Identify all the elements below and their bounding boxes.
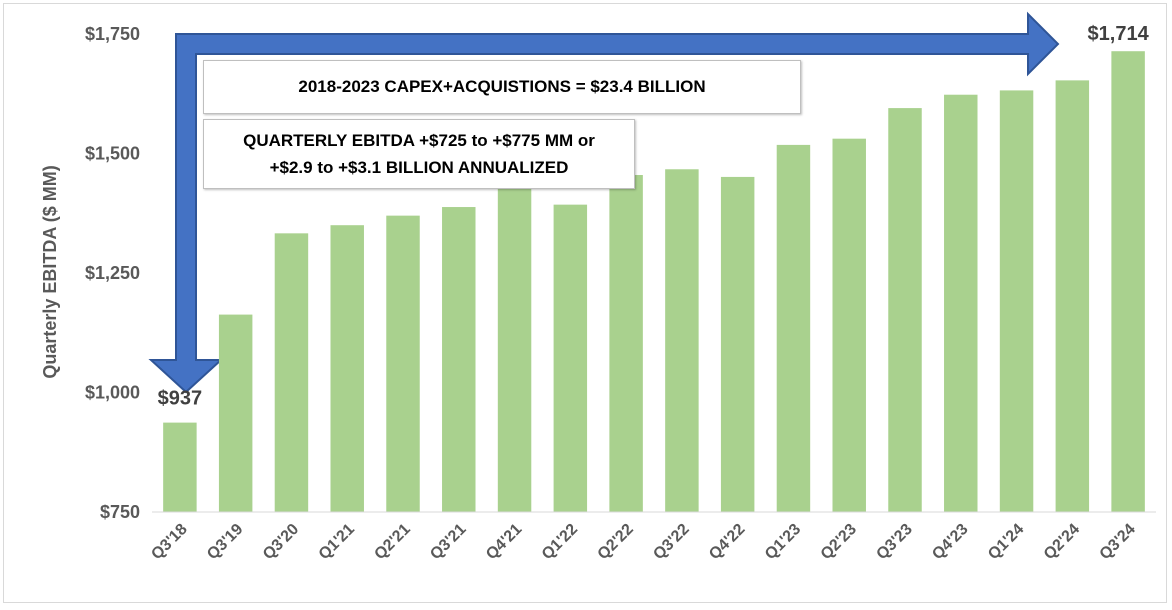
x-tick-label: Q1'24 (985, 521, 1027, 563)
bar-Q2'24 (1055, 80, 1090, 513)
ebitda-callout-line1: QUARTERLY EBITDA +$725 to +$775 MM or (243, 131, 595, 150)
bracket-arrow (148, 11, 1060, 394)
x-tick-label: Q4'21 (483, 521, 525, 563)
bar-Q1'24 (999, 90, 1034, 513)
x-tick-label: Q3'24 (1097, 521, 1139, 563)
x-tick-label: Q3'23 (873, 521, 915, 563)
y-tick-label: $1,500 (85, 144, 140, 164)
x-tick-label: Q3'18 (148, 521, 190, 563)
x-tick-label: Q1'23 (762, 521, 804, 563)
bars-layer (163, 51, 1145, 513)
bar-Q3'23 (888, 108, 922, 512)
x-axis-ticks: Q3'18 Q3'19 Q3'20 Q1'21 Q2'21 Q3'21 Q4'21 Q1'22… (148, 521, 1139, 563)
x-tick-label: Q2'24 (1041, 521, 1083, 563)
bar-Q2'21 (386, 215, 420, 512)
bar-Q3'20 (274, 233, 309, 512)
bar-Q4'21 (497, 183, 532, 512)
bar-Q1'21 (330, 225, 364, 512)
data-label: $1,714 (1088, 23, 1150, 45)
x-tick-label: Q1'22 (539, 521, 581, 563)
x-tick-label: Q4'22 (706, 521, 748, 563)
y-tick-label: $1,750 (85, 24, 140, 44)
capex-callout-text: 2018-2023 CAPEX+ACQUISTIONS = $23.4 BILL… (298, 77, 706, 96)
x-tick-label: Q3'19 (204, 521, 246, 563)
x-tick-label: Q4'23 (929, 521, 971, 563)
x-tick-label: Q3'20 (260, 521, 302, 563)
x-tick-label: Q2'22 (595, 521, 637, 563)
bar-Q2'22 (609, 175, 643, 512)
y-tick-label: $750 (100, 502, 140, 522)
x-tick-label: Q3'22 (650, 521, 692, 563)
bar-Q3'22 (665, 169, 699, 512)
bar-Q3'18 (163, 422, 197, 512)
x-tick-label: Q2'23 (818, 521, 860, 563)
bar-Q3'24 (1111, 51, 1145, 513)
bar-Q4'23 (944, 94, 978, 513)
arrow-layer (148, 11, 1060, 394)
y-axis-ticks: $750 $1,000 $1,250 $1,500 $1,750 (85, 24, 140, 522)
data-labels: $937 $1,714 (158, 23, 1150, 410)
x-tick-label: Q1'21 (316, 521, 358, 563)
bar-Q1'22 (553, 204, 588, 512)
bar-Q3'21 (442, 207, 476, 513)
bar-Q2'23 (832, 138, 866, 512)
ebitda-callout-line2: +$2.9 to +$3.1 BILLION ANNUALIZED (269, 158, 569, 177)
bar-Q4'22 (720, 176, 755, 513)
x-tick-label: Q3'21 (427, 521, 469, 563)
bar-Q1'23 (776, 144, 811, 512)
y-tick-label: $1,250 (85, 263, 140, 283)
ebitda-callout: QUARTERLY EBITDA +$725 to +$775 MM or +$… (203, 119, 635, 189)
capex-callout: 2018-2023 CAPEX+ACQUISTIONS = $23.4 BILL… (203, 60, 801, 114)
x-tick-label: Q2'21 (371, 521, 413, 563)
data-label: $937 (158, 388, 203, 410)
y-axis-title: Quarterly EBITDA ($ MM) (40, 165, 60, 378)
y-tick-label: $1,000 (85, 383, 140, 403)
bar-Q3'19 (218, 314, 253, 512)
